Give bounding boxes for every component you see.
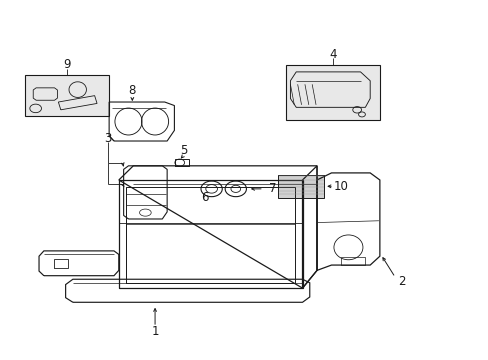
Text: 3: 3 <box>104 132 112 145</box>
Text: 5: 5 <box>180 144 187 157</box>
Text: 1: 1 <box>151 325 159 338</box>
Text: 10: 10 <box>333 180 348 193</box>
Bar <box>278 175 324 198</box>
Text: 8: 8 <box>128 84 136 97</box>
Bar <box>24 76 109 116</box>
Bar <box>285 65 379 120</box>
Text: 9: 9 <box>63 58 70 71</box>
Text: 6: 6 <box>201 191 208 204</box>
Text: 4: 4 <box>328 48 336 61</box>
Text: 7: 7 <box>268 183 276 195</box>
Text: 2: 2 <box>397 275 405 288</box>
